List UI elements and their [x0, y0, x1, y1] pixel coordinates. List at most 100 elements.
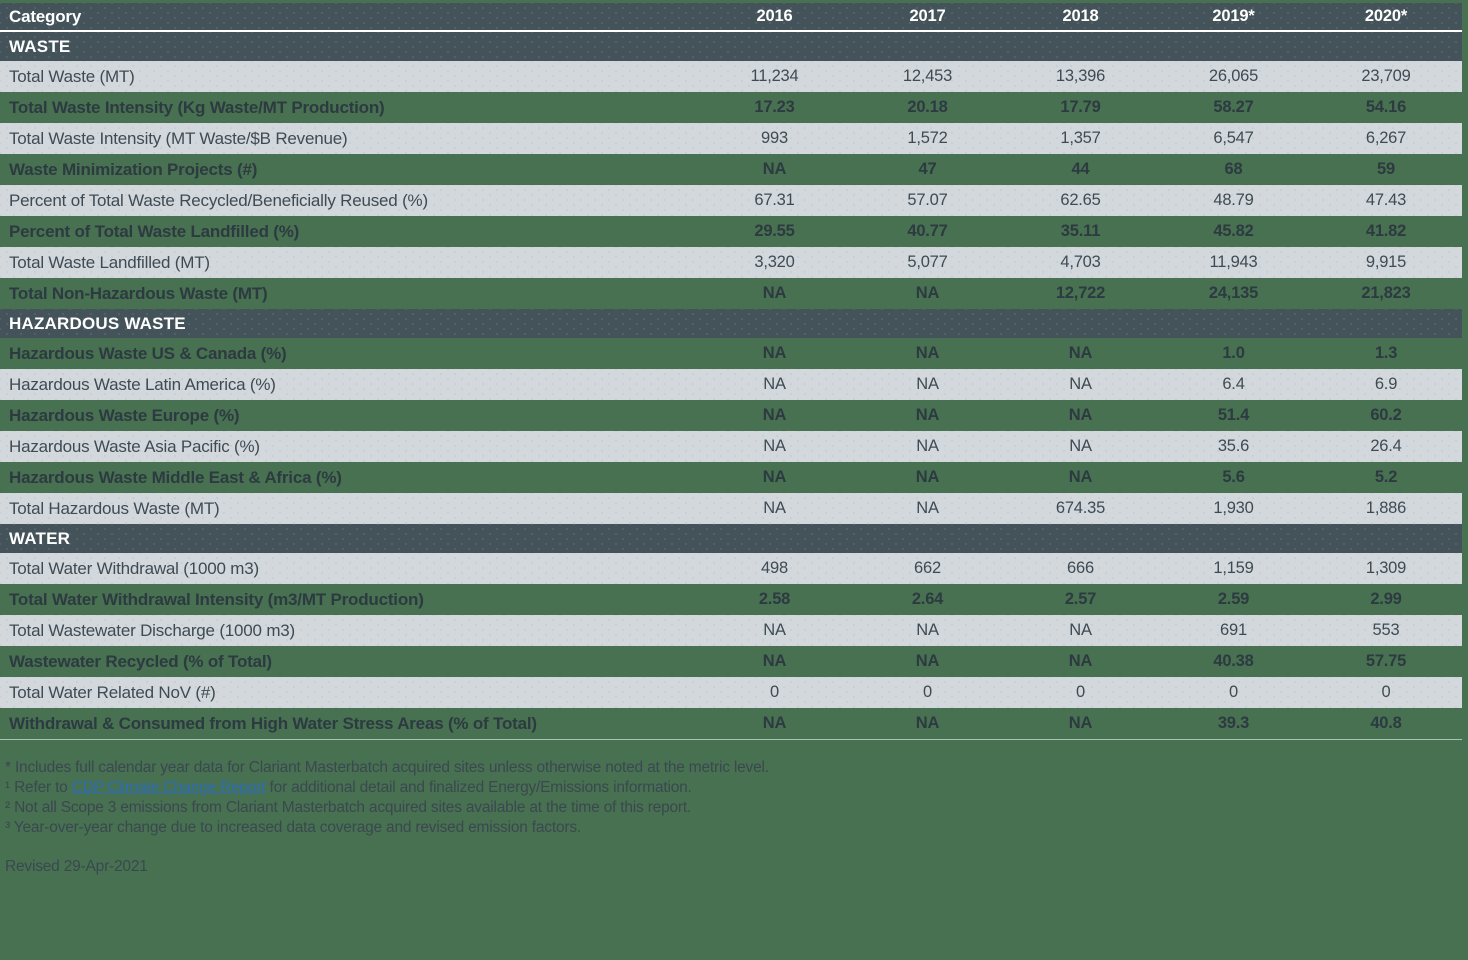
cell-value: 20.18	[907, 98, 948, 116]
footnote-text: * Includes full calendar year data for C…	[5, 759, 769, 776]
cell-value: 2.59	[1217, 590, 1250, 608]
cell-value: 1,930	[1213, 499, 1254, 517]
cell-value: NA	[763, 437, 786, 455]
footnotes: * Includes full calendar year data for C…	[0, 758, 1468, 838]
row-label: Total Water Withdrawal (1000 m3)	[9, 558, 259, 578]
cell-value: 62.65	[1060, 191, 1101, 209]
cell-value: NA	[762, 406, 787, 424]
table-row: Total Wastewater Discharge (1000 m3) NA NA…	[0, 615, 1462, 646]
table-row: Waste Minimization Projects (#) NA 47 44 68 5…	[0, 154, 1462, 185]
cell-value: 5,077	[907, 253, 948, 271]
cell-value: 24,135	[1208, 284, 1259, 302]
table-row: Withdrawal & Consumed from High Water St…	[0, 708, 1462, 739]
cell-value: 39.3	[1217, 714, 1250, 732]
cell-value: 0	[1381, 683, 1391, 701]
table-row: Percent of Total Waste Landfilled (%) 29.…	[0, 216, 1462, 247]
cell-value: NA	[915, 406, 940, 424]
section-header-hazardous-waste: HAZARDOUS WASTE	[0, 309, 1462, 338]
footnote-line: * Includes full calendar year data for C…	[5, 758, 1468, 778]
row-label: Total Water Withdrawal Intensity (m3/MT …	[9, 589, 424, 609]
cell-value: 1.0	[1222, 344, 1245, 362]
cell-value: 68	[1224, 160, 1243, 178]
cell-value: 51.4	[1217, 406, 1250, 424]
cell-value: 3,320	[754, 253, 795, 271]
row-label: Total Hazardous Waste (MT)	[9, 498, 220, 518]
row-label: Hazardous Waste Asia Pacific (%)	[9, 436, 260, 456]
cell-value: 21,823	[1361, 284, 1411, 302]
category-column-header: Category	[9, 6, 82, 26]
cell-value: 44	[1071, 160, 1090, 178]
cell-value: 59	[1377, 160, 1395, 178]
cell-value: NA	[916, 621, 939, 639]
section-title: HAZARDOUS WASTE	[9, 313, 186, 333]
year-column-header: 2018	[1062, 7, 1099, 25]
table-row: Hazardous Waste Middle East & Africa (%)…	[0, 462, 1462, 493]
footnote-text: ² Not all Scope 3 emissions from Clarian…	[5, 799, 692, 816]
cell-value: 2.58	[758, 590, 791, 608]
cell-value: NA	[762, 284, 787, 302]
table-row: Percent of Total Waste Recycled/Benefici…	[0, 185, 1462, 216]
cell-value: NA	[915, 468, 940, 486]
cell-value: 6.4	[1222, 375, 1245, 393]
cell-value: NA	[1068, 344, 1093, 362]
cell-value: NA	[762, 714, 787, 732]
cell-value: NA	[915, 714, 940, 732]
cell-value: 1,159	[1213, 559, 1254, 577]
cell-value: 35.11	[1060, 222, 1101, 240]
cell-value: NA	[762, 652, 787, 670]
cell-value: NA	[763, 375, 786, 393]
cell-value: 13,396	[1055, 67, 1106, 85]
row-label: Hazardous Waste Latin America (%)	[9, 374, 276, 394]
cell-value: 553	[1372, 621, 1400, 639]
cell-value: 67.31	[754, 191, 795, 209]
year-column-header: 2016	[756, 7, 793, 25]
cell-value: NA	[762, 160, 787, 178]
row-label: Percent of Total Waste Landfilled (%)	[9, 221, 300, 241]
year-column-header: 2019*	[1212, 7, 1255, 25]
table-body: WASTE Total Waste (MT) 11,234 12,453 13,396 2…	[0, 32, 1462, 739]
cell-value: NA	[763, 621, 786, 639]
table-row: Wastewater Recycled (% of Total) NA NA NA 40…	[0, 646, 1462, 677]
row-label: Total Waste Landfilled (MT)	[9, 252, 210, 272]
cell-value: 58.27	[1213, 98, 1254, 116]
cell-value: 6,267	[1365, 129, 1407, 147]
metrics-table: Category 2016 2017 2018 2019* 2020* WASTE Tot…	[0, 3, 1462, 740]
cell-value: 54.16	[1365, 98, 1407, 116]
cell-value: 1,572	[907, 129, 948, 147]
row-label: Total Waste Intensity (MT Waste/$B Reven…	[9, 128, 348, 148]
cell-value: NA	[1069, 375, 1092, 393]
section-title: WATER	[9, 528, 71, 548]
cell-value: 11,943	[1209, 253, 1258, 271]
table-row: Hazardous Waste Latin America (%) NA NA NA 6…	[0, 369, 1462, 400]
cell-value: 993	[761, 129, 788, 147]
cell-value: 662	[914, 559, 941, 577]
row-label: Total Water Related NoV (#)	[9, 682, 216, 702]
table-bottom-divider	[0, 739, 1462, 740]
revised-date: Revised 29-Apr-2021	[5, 858, 148, 875]
cell-value: 0	[1076, 683, 1085, 701]
cell-value: 0	[1229, 683, 1238, 701]
cell-value: 57.75	[1365, 652, 1407, 670]
cell-value: NA	[915, 652, 940, 670]
cell-value: 40.38	[1213, 652, 1254, 670]
cell-value: NA	[1068, 468, 1093, 486]
table-row: Total Hazardous Waste (MT) NA NA 674.35 1,93…	[0, 493, 1462, 524]
cell-value: 674.35	[1055, 499, 1106, 517]
table-row: Total Waste Intensity (Kg Waste/MT Produ…	[0, 92, 1462, 123]
cell-value: 9,915	[1365, 253, 1407, 271]
row-label: Total Wastewater Discharge (1000 m3)	[9, 620, 296, 640]
table-row: Total Water Withdrawal Intensity (m3/MT …	[0, 584, 1462, 615]
row-label: Percent of Total Waste Recycled/Benefici…	[9, 190, 428, 210]
year-column-header: 2020*	[1364, 7, 1408, 25]
table-row: Total Non-Hazardous Waste (MT) NA NA 12,722…	[0, 278, 1462, 309]
table-row: Hazardous Waste Asia Pacific (%) NA NA NA 35…	[0, 431, 1462, 462]
cell-value: 11,234	[750, 67, 799, 85]
cell-value: 1,886	[1365, 499, 1407, 517]
cell-value: 47.43	[1365, 191, 1407, 209]
table-row: Total Water Related NoV (#) 0 0 0 0 0	[0, 677, 1462, 708]
cell-value: 23,709	[1361, 67, 1411, 85]
cdp-report-link[interactable]: CDP Climate Change Report	[71, 779, 266, 796]
cell-value: 5.2	[1374, 468, 1398, 486]
table-header-row: Category 2016 2017 2018 2019* 2020*	[0, 3, 1462, 32]
